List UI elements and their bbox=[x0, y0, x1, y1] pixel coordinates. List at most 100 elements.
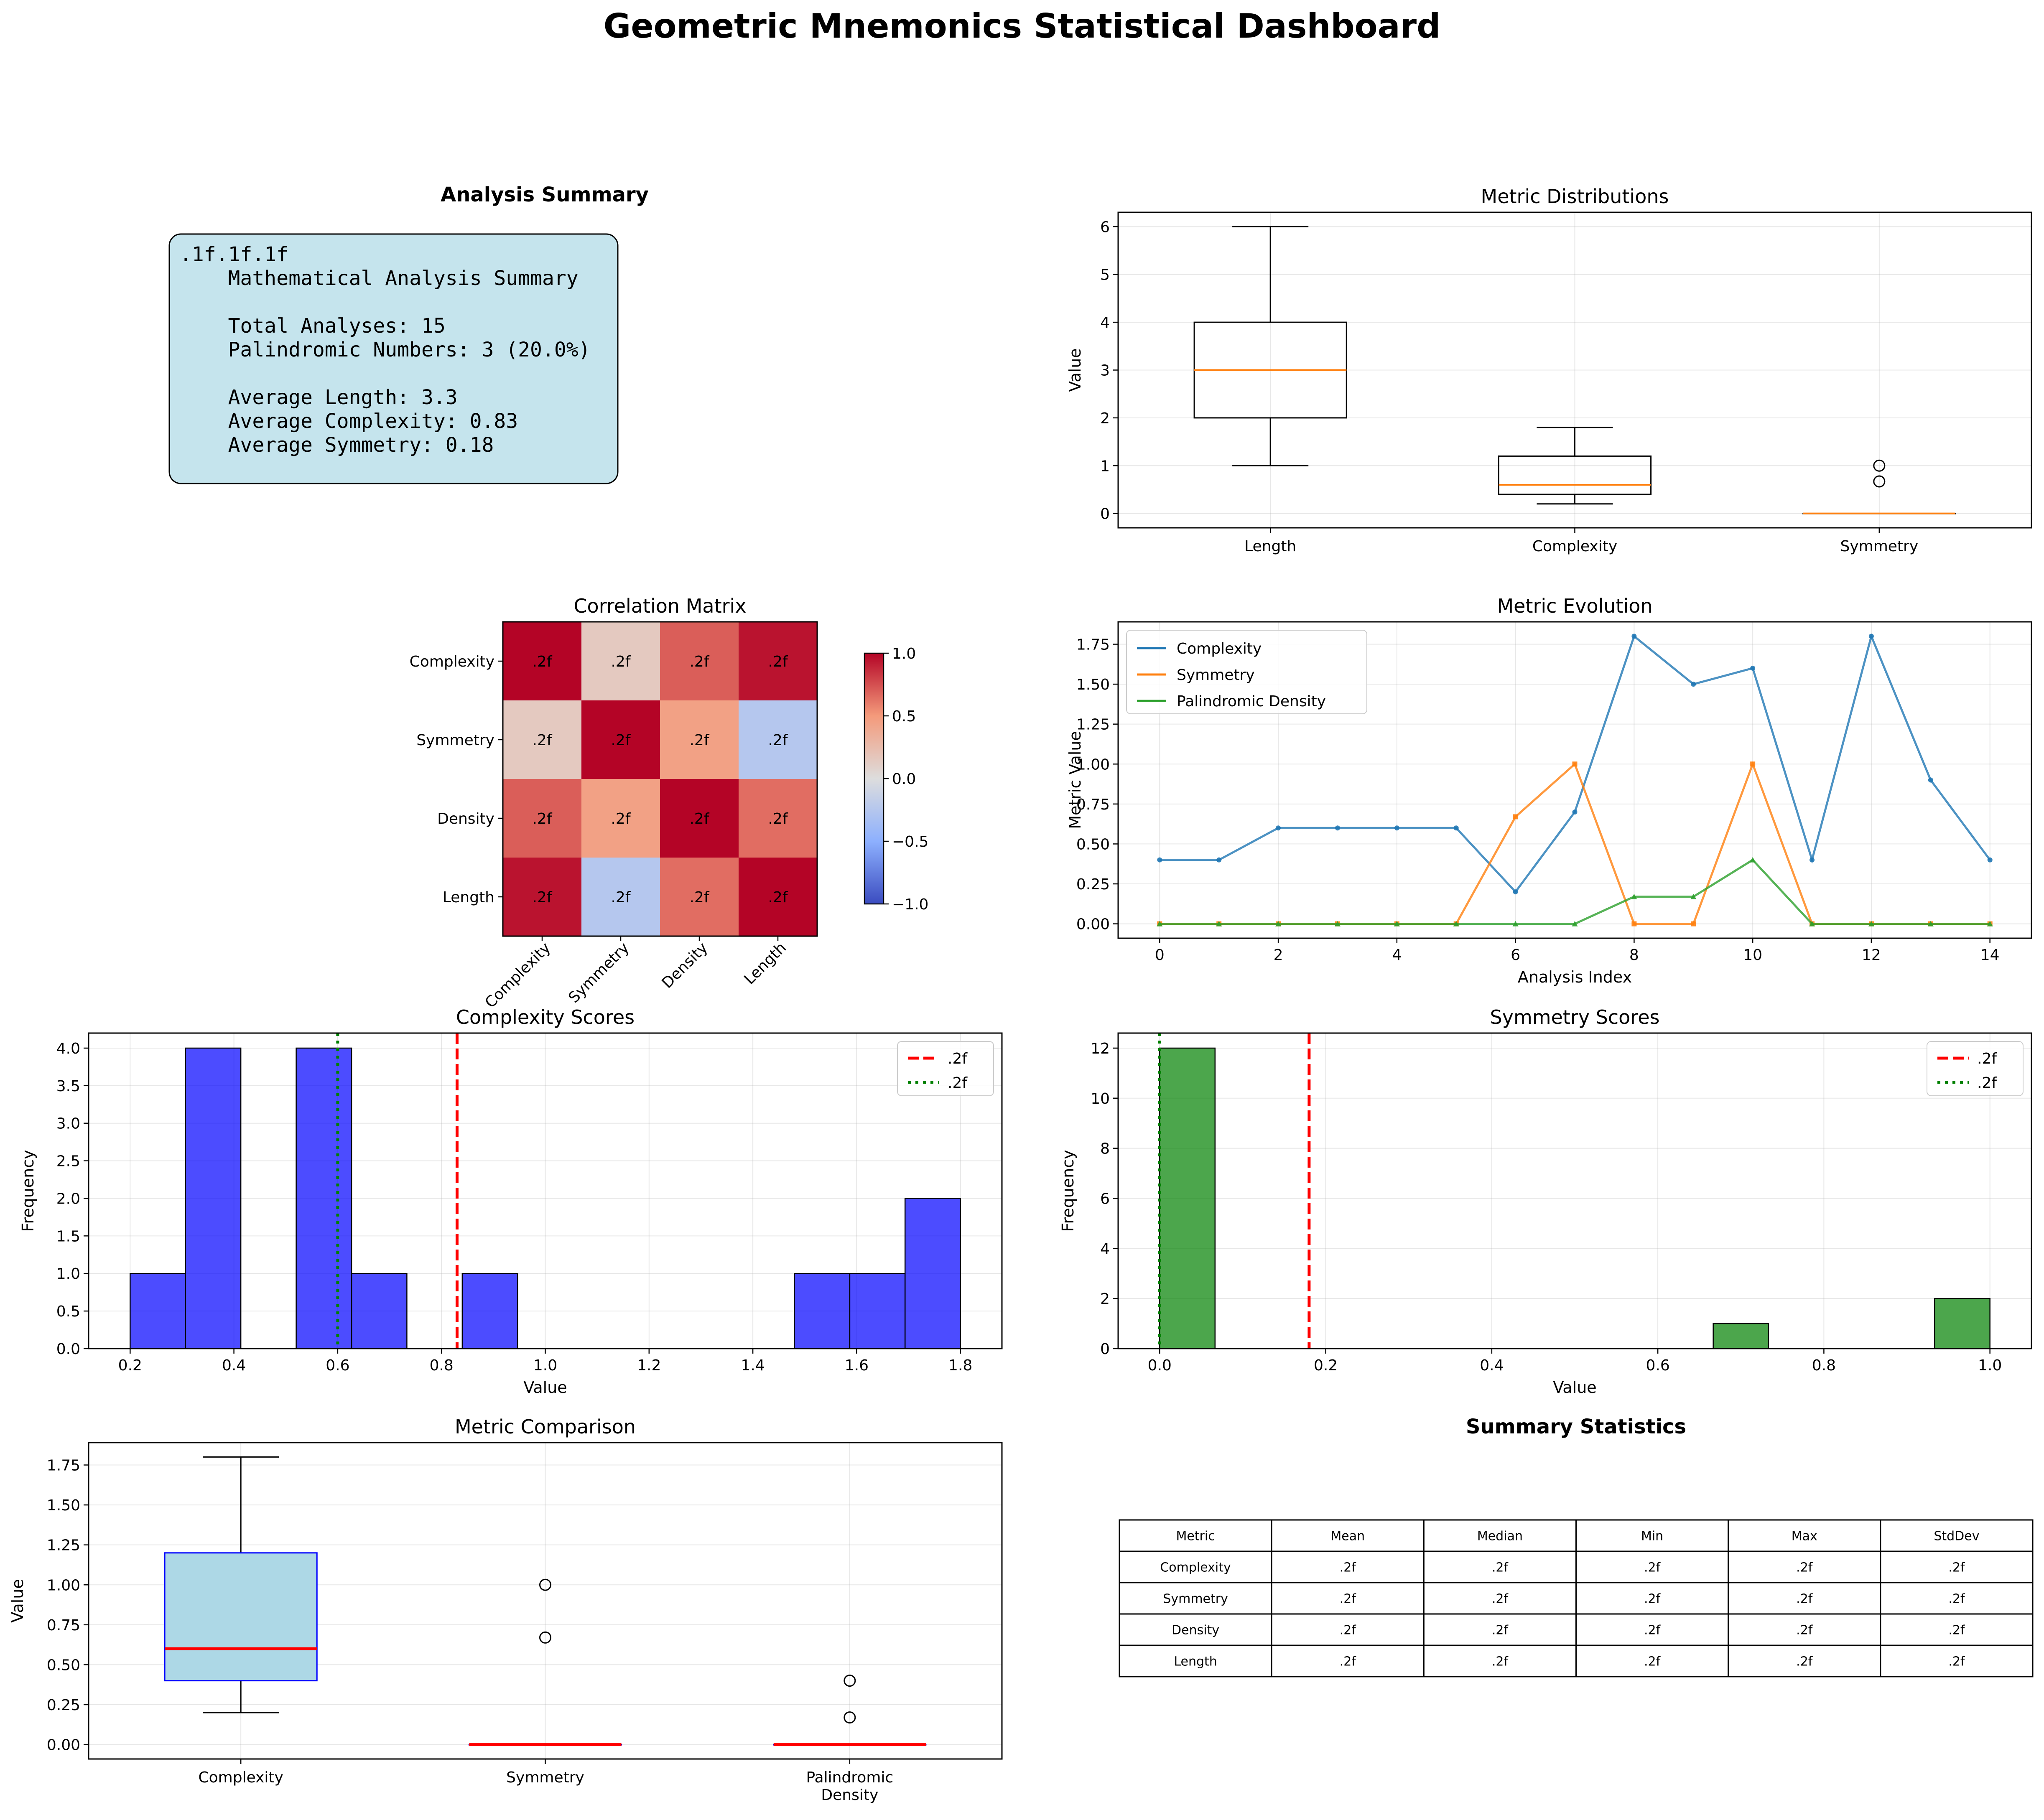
x-tick-label: Complexity bbox=[199, 1769, 283, 1786]
x-tick-label: 1.8 bbox=[948, 1357, 972, 1374]
metric-distributions-chart: 0 1 2 3 4 5 6 Length Complexity Symmetry Metric Di… bbox=[1066, 185, 2032, 555]
histogram-bar bbox=[1934, 1298, 1990, 1349]
complexity-scores-chart: 0.0 0.5 1.0 1.5 2.0 2.5 3.0 3.5 4.0 0.2 0.4 0.6 0.8 1… bbox=[19, 1006, 1003, 1397]
x-tick-label: 0.8 bbox=[430, 1357, 454, 1374]
x-tick-label-line: Complexity bbox=[1532, 538, 1617, 555]
axes-frame bbox=[88, 1442, 1003, 1760]
x-tick-label: Symmetry bbox=[1840, 538, 1918, 555]
legend-label: .2f bbox=[1977, 1050, 1997, 1067]
y-tick-label: 1.00 bbox=[47, 1577, 80, 1594]
y-tick-label: 0.50 bbox=[47, 1657, 80, 1674]
summary-line: Average Length: 3.3 bbox=[180, 386, 458, 409]
y-tick-label: 1.25 bbox=[1076, 716, 1110, 733]
table-cell-label: .2f bbox=[1644, 1560, 1661, 1575]
table-header-label: Max bbox=[1792, 1529, 1817, 1544]
y-axis-label: Metric Value bbox=[1066, 731, 1084, 829]
series-point bbox=[1157, 857, 1162, 863]
table-cell-label: .2f bbox=[1796, 1560, 1813, 1575]
y-tick-label: 1 bbox=[1100, 458, 1110, 475]
x-axis-label: Value bbox=[523, 1378, 567, 1397]
heatmap-cell bbox=[503, 858, 581, 936]
series-point bbox=[1868, 921, 1874, 927]
x-tick-label: Density bbox=[659, 939, 711, 992]
summary-statistics-table: Summary Statistics Metric Mean Median Min Max… bbox=[1119, 1415, 2034, 1677]
table-cell-label: .2f bbox=[1340, 1560, 1357, 1575]
heatmap-cell-label: .2f bbox=[532, 889, 552, 906]
heatmap-cell-label: .2f bbox=[611, 810, 631, 827]
table-cell-label: .2f bbox=[1644, 1655, 1661, 1669]
chart-title: Metric Evolution bbox=[1497, 595, 1652, 617]
heatmap-cell bbox=[739, 622, 817, 700]
series-point bbox=[1750, 761, 1756, 767]
axes-frame bbox=[1117, 621, 2032, 939]
table-cell bbox=[1119, 1582, 1272, 1615]
y-tick-label: 0 bbox=[1100, 1341, 1110, 1358]
heatmap-cell-label: .2f bbox=[689, 810, 709, 827]
series-line-3 bbox=[1160, 858, 1990, 925]
x-tick-label-line: Density bbox=[821, 1787, 878, 1804]
summary-box bbox=[168, 233, 619, 484]
series-point bbox=[1631, 634, 1637, 639]
table-cell-label: .2f bbox=[1340, 1592, 1357, 1606]
y-tick-label: 6 bbox=[1100, 1190, 1110, 1207]
series-point bbox=[1394, 921, 1400, 927]
series-point bbox=[1631, 893, 1637, 899]
heatmap-cell-label: .2f bbox=[768, 732, 788, 749]
x-tick-label: 0.4 bbox=[1480, 1357, 1504, 1374]
x-tick-label: 1.2 bbox=[637, 1357, 661, 1374]
table-cell bbox=[1728, 1644, 1881, 1677]
series-point bbox=[1513, 814, 1518, 820]
x-axis-label: Analysis Index bbox=[1518, 968, 1632, 986]
x-tick-label: 14 bbox=[1980, 947, 2000, 964]
table-cell bbox=[1423, 1550, 1577, 1583]
table-cell-label: .2f bbox=[1948, 1560, 1965, 1575]
y-tick-label: 0 bbox=[1100, 506, 1110, 523]
series-point bbox=[1276, 825, 1281, 831]
table-header-label: Mean bbox=[1330, 1529, 1365, 1544]
heatmap-cell-label: .2f bbox=[611, 889, 631, 906]
x-axis-label: Value bbox=[1553, 1378, 1596, 1397]
chart-legend: .2f.2f bbox=[1927, 1041, 2024, 1096]
heatmap-cell-label: .2f bbox=[768, 889, 788, 906]
table-cell bbox=[1880, 1582, 2034, 1615]
x-tick-label: 2 bbox=[1274, 947, 1283, 964]
y-tick-label: 0.25 bbox=[47, 1697, 80, 1714]
table-cell-label: .2f bbox=[1492, 1592, 1509, 1606]
legend-label: Symmetry bbox=[1177, 667, 1255, 684]
y-tick-label: 12 bbox=[1091, 1040, 1110, 1057]
y-tick-label: 5 bbox=[1100, 267, 1110, 284]
table-header-label: Min bbox=[1641, 1529, 1663, 1544]
table-header-label: Metric bbox=[1176, 1529, 1215, 1544]
x-tick-label-line: Complexity bbox=[199, 1769, 283, 1786]
summary-line: Average Complexity: 0.83 bbox=[180, 410, 518, 433]
chart-title: Metric Distributions bbox=[1481, 185, 1669, 208]
y-tick-label: 0.75 bbox=[1076, 796, 1110, 813]
table-cell-label: Symmetry bbox=[1163, 1592, 1228, 1606]
table-cell bbox=[1423, 1613, 1577, 1646]
x-tick-label: 6 bbox=[1511, 947, 1520, 964]
outlier-point bbox=[539, 1578, 551, 1591]
heatmap-cell bbox=[503, 700, 581, 779]
correlation-matrix-chart: Correlation Matrix .2f .2f .2f .2f .2f .2f .2f.… bbox=[410, 595, 929, 1011]
table-cell bbox=[1575, 1644, 1729, 1677]
outlier-point bbox=[844, 1675, 856, 1687]
x-tick-label: 1.6 bbox=[845, 1357, 869, 1374]
heatmap-cell-label: .2f bbox=[532, 653, 552, 670]
x-tick-label: 1.0 bbox=[1978, 1357, 2002, 1374]
table-cell-label: .2f bbox=[1340, 1623, 1357, 1638]
histogram-bar bbox=[296, 1047, 352, 1349]
y-tick-label: 2.0 bbox=[56, 1190, 80, 1207]
y-axis-label: Frequency bbox=[1059, 1150, 1077, 1232]
y-tick-label: 10 bbox=[1091, 1090, 1110, 1107]
y-tick-label: 0.00 bbox=[47, 1737, 80, 1754]
table-header-cell bbox=[1271, 1519, 1425, 1552]
box-element bbox=[1498, 427, 1652, 505]
table-cell bbox=[1880, 1550, 2034, 1583]
y-tick-label: 4 bbox=[1100, 314, 1110, 331]
colorbar bbox=[864, 652, 884, 905]
x-tick-label-line: Symmetry bbox=[506, 1769, 584, 1786]
table-cell bbox=[1880, 1644, 2034, 1677]
x-tick-label: Complexity bbox=[482, 939, 554, 1011]
series-point bbox=[1631, 921, 1637, 927]
series-point bbox=[1987, 857, 1993, 863]
